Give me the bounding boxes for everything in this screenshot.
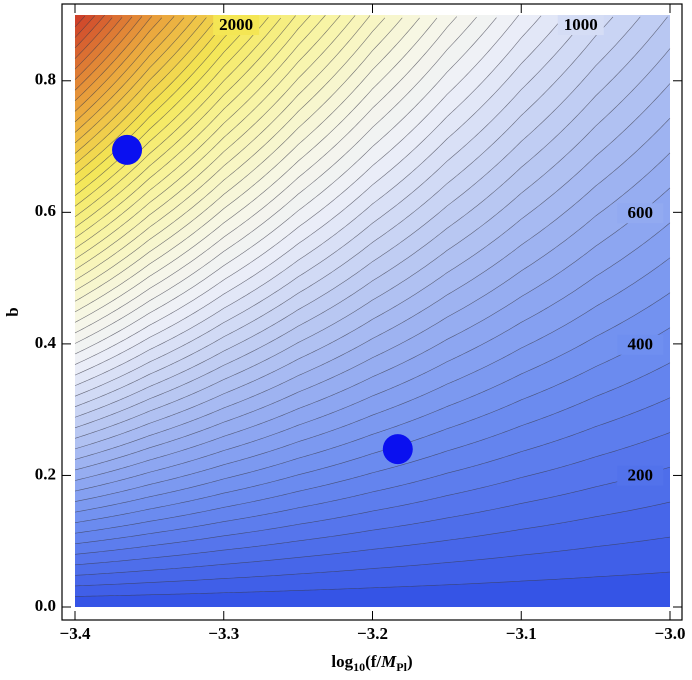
x-label-part: Pl [396,660,407,674]
x-tick-label: −3.1 [506,624,537,643]
contour-line [74,15,86,28]
x-label-part: M [380,652,397,671]
x-tick-label: −3.4 [60,624,91,643]
contour-label: 2000 [219,15,253,34]
contour-line [74,15,542,376]
contour-line [74,16,641,418]
contour-line [74,222,671,492]
y-tick-label: 0.6 [35,201,56,220]
x-tick-label: −3.0 [655,624,686,643]
contour-label: 200 [628,466,654,485]
contour-label-bg [557,15,604,36]
marker [382,434,413,465]
x-label-part: ) [407,652,413,671]
contour-line [74,17,497,355]
contour-line [74,17,438,323]
contour-label-bg [617,203,664,224]
contour-line [74,15,371,281]
contour-line [74,16,614,407]
contour-label: 1000 [564,15,598,34]
x-label-part: 10 [353,660,365,674]
x-tick-label: −3.3 [208,624,239,643]
contour-line [74,16,564,386]
contour-label: 600 [628,203,654,222]
contour-lines [74,14,671,597]
y-axis-label: b [3,307,22,316]
contour-label-bg [617,465,664,486]
contour-line [74,16,458,334]
contour-line [74,16,257,196]
contour-line [74,17,185,133]
contour-line [74,292,671,513]
y-tick-label: 0.8 [35,70,56,89]
contour-line [74,571,671,597]
contour-line [74,15,244,186]
contour-line [74,187,671,481]
contour-line [74,17,207,154]
x-tick-label: −3.2 [357,624,388,643]
contour-line [74,327,671,523]
contour-line [74,17,162,112]
contour-line [74,14,520,365]
contour-line [74,48,671,439]
contour-line [74,15,356,270]
contour-line [74,397,671,545]
contour-line [74,17,420,313]
contour-line [74,17,386,292]
contour-line [74,466,671,566]
x-label-part: (f/ [365,652,381,671]
contour-line [74,362,671,534]
contour-line [74,15,589,397]
contour-line [74,15,197,144]
contour-line [74,15,341,260]
contour-line [74,17,269,207]
contour-line [74,257,671,502]
contour-line [74,432,671,555]
contour-label: 400 [628,335,654,354]
plot-area: 2000 1000 600 400 200 [74,14,671,607]
y-tick-label: 0.4 [35,333,57,352]
contour-line [74,15,220,165]
contour-line [74,152,671,471]
contour-line [74,16,668,429]
contour-line [74,17,403,302]
contour-label-bg [617,334,664,355]
contour-line [74,17,123,70]
contour-line [74,15,105,49]
contour-label-bg [213,15,260,36]
x-axis-label: log10(f/MPl) [331,652,412,674]
contour-line [74,16,477,344]
marker [112,134,143,165]
contour-line [74,17,282,218]
contour-line [74,16,133,80]
contour-line [74,16,153,102]
contour-line [74,117,671,460]
y-tick-label: 0.0 [35,596,56,615]
y-tick-label: 0.2 [35,464,56,483]
contour-line [74,16,175,123]
contour-line [74,501,671,576]
contour-line [74,15,296,228]
contour-line [74,15,326,249]
contour-line [74,14,311,239]
contour-line [74,15,96,38]
contour-line [74,536,671,587]
contour-line [74,15,232,175]
contour-line [74,83,671,450]
x-label-part: log [331,652,353,671]
contour-line [74,16,143,91]
contour-line [74,17,113,59]
